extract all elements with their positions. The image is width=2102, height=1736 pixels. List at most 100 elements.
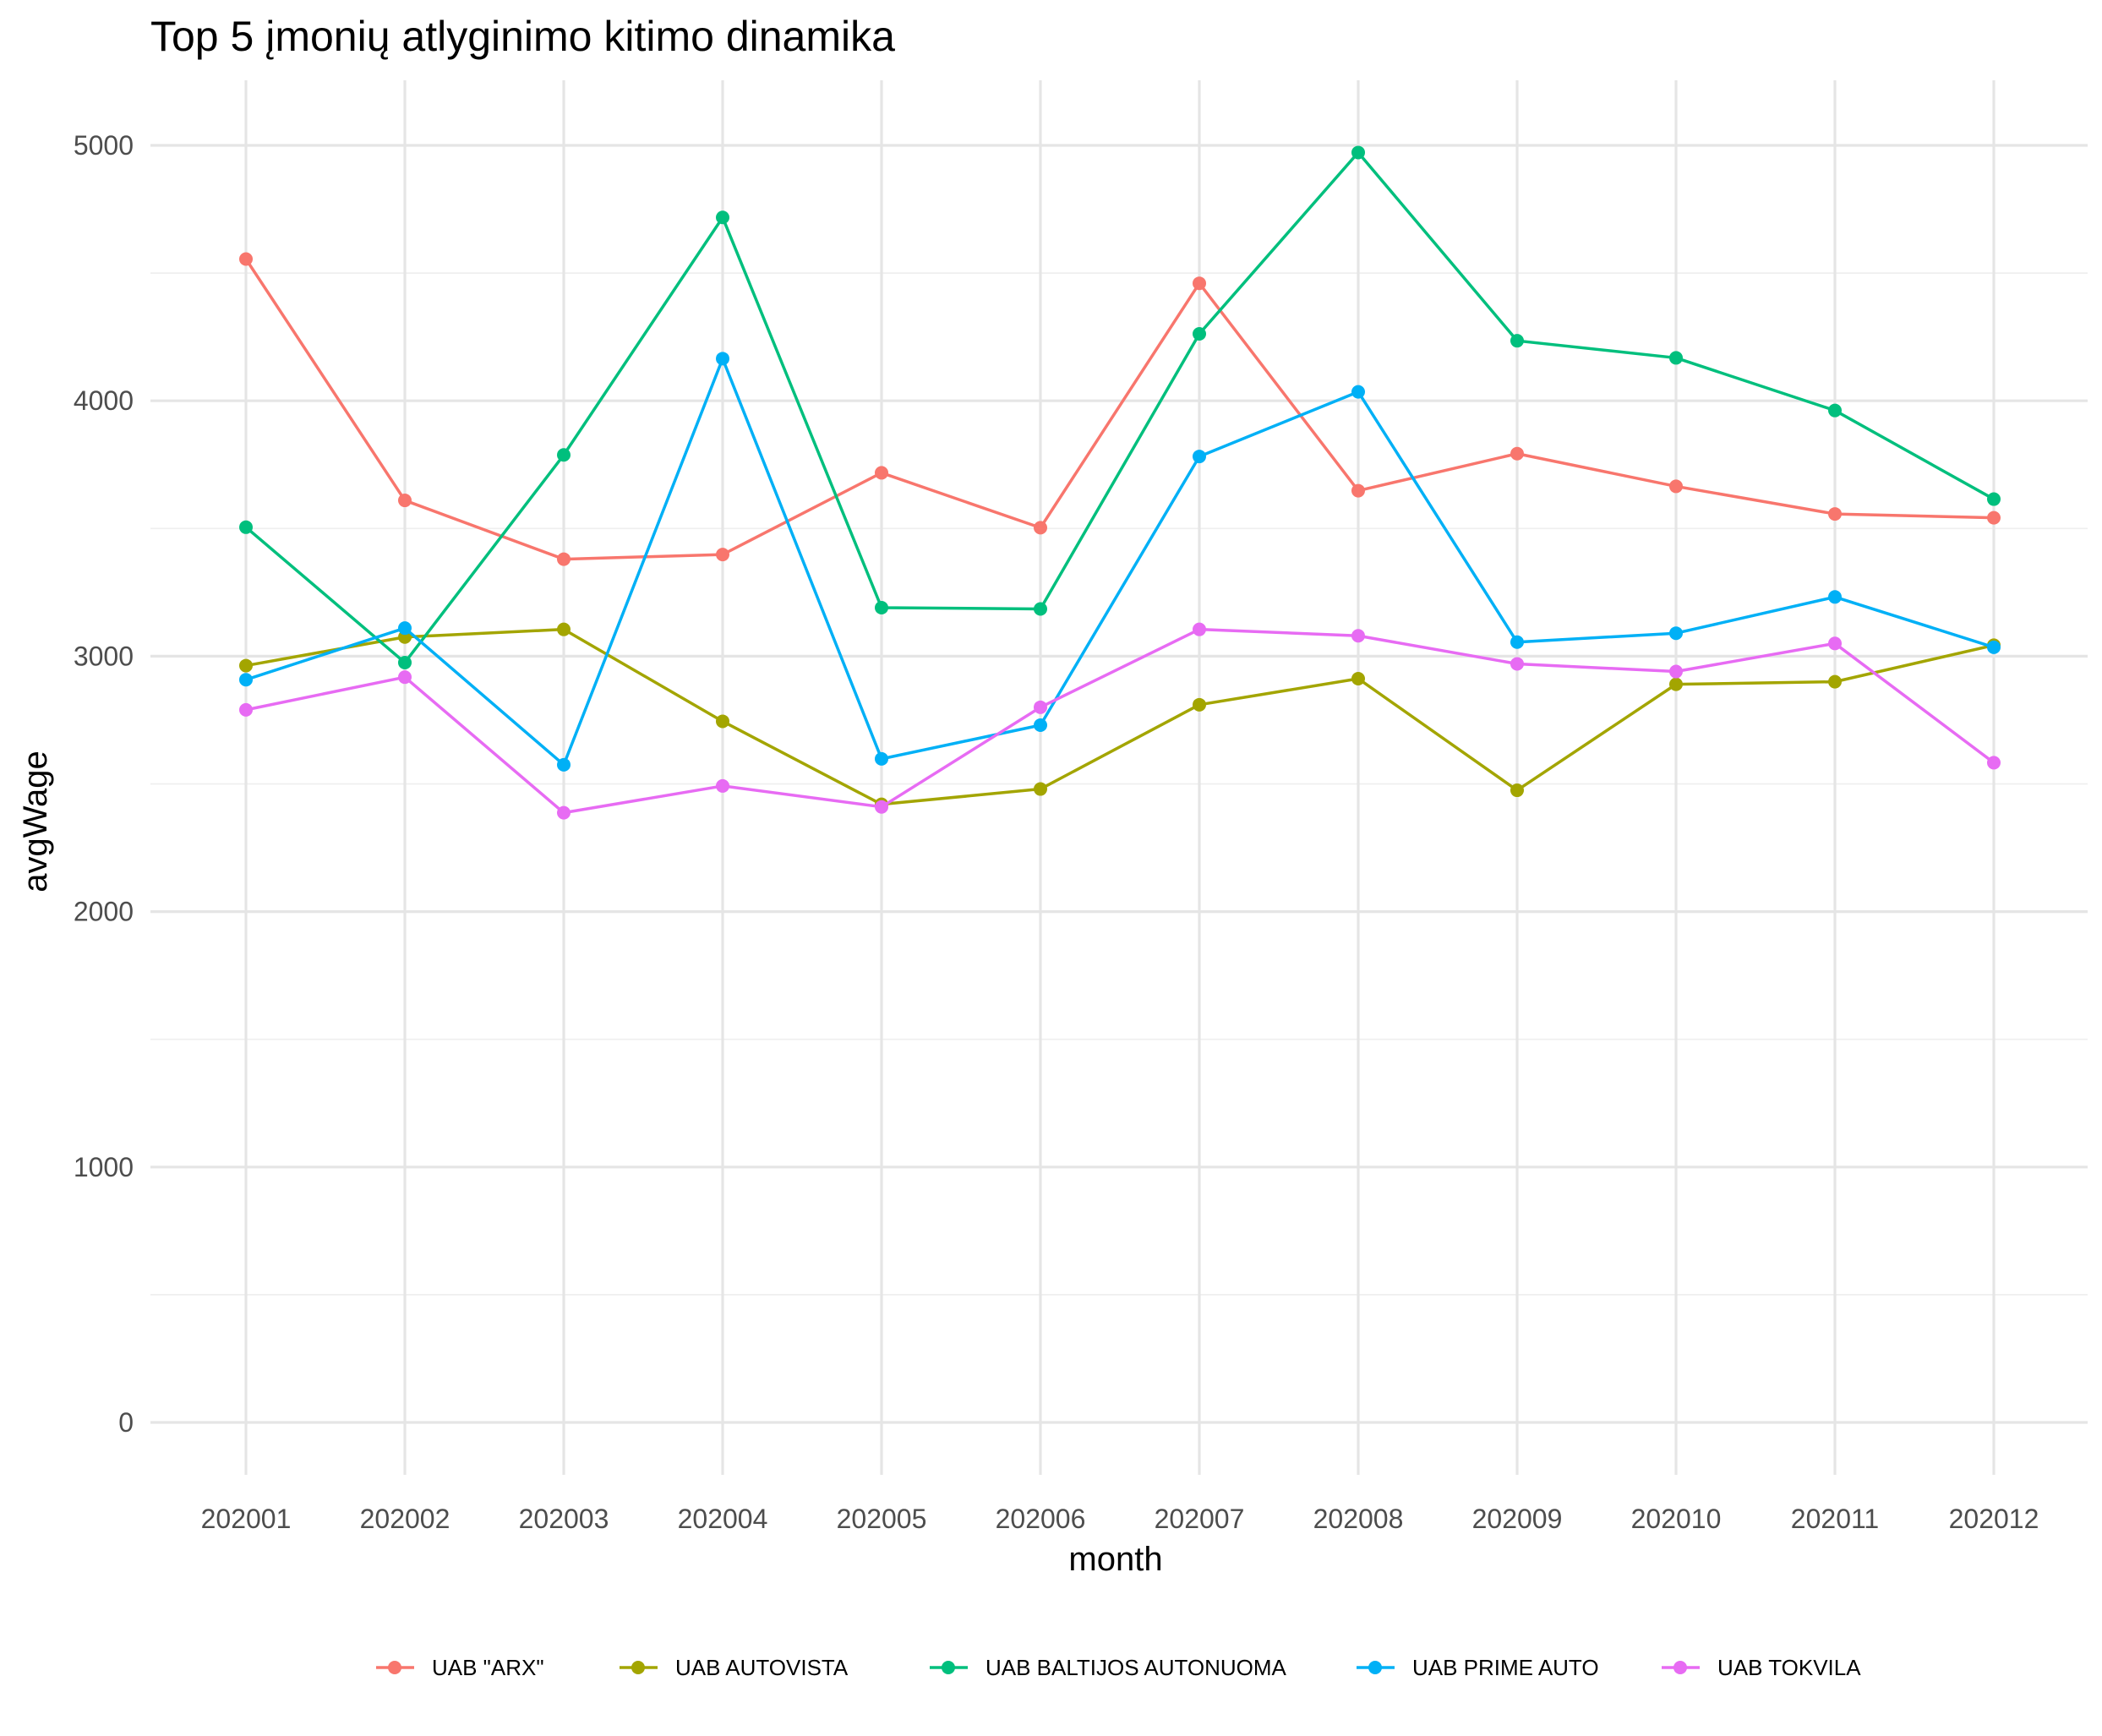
series-line [244,258,1995,561]
legend-label: UAB PRIME AUTO [1412,1655,1599,1680]
data-point [239,520,253,534]
chart-title: Top 5 įmonių atlyginimo kitimo dinamika [150,13,895,60]
data-point [239,252,253,266]
x-tick-label: 202009 [1472,1504,1563,1534]
x-tick-label: 202010 [1631,1504,1722,1534]
x-tick-label: 202007 [1155,1504,1245,1534]
data-point [716,210,729,225]
legend-item: UAB PRIME AUTO [1357,1655,1599,1680]
y-tick-label: 0 [118,1407,134,1438]
legend-key-point [1673,1661,1687,1674]
data-point [239,658,253,673]
y-tick-label: 4000 [74,385,134,416]
data-point [1034,718,1047,732]
data-point [557,805,571,820]
x-tick-label: 202004 [678,1504,768,1534]
series-line [244,150,1995,664]
legend-key-point [942,1661,955,1674]
data-point [398,621,412,636]
legend-label: UAB TOKVILA [1717,1655,1861,1680]
x-axis-title: month [1068,1541,1162,1578]
legend-label: UAB "ARX" [432,1655,544,1680]
x-tick-label: 202012 [1949,1504,2039,1534]
series-lines [239,145,2001,820]
legend-key-point [631,1661,645,1674]
x-tick-label: 202003 [519,1504,609,1534]
y-axis-ticks: 0 1000 2000 3000 4000 5000 [74,130,134,1438]
data-point [1034,521,1047,535]
data-point [875,751,888,766]
data-point [1510,783,1524,798]
data-point [1510,635,1524,649]
data-point [239,702,253,717]
legend-item: UAB AUTOVISTA [620,1655,849,1680]
data-point [875,600,888,614]
series-group [239,145,2001,669]
data-point [716,548,729,562]
data-point [1669,479,1683,494]
legend: UAB "ARX" UAB AUTOVISTA UAB BALTIJOS AUTON… [376,1655,1861,1680]
data-point [716,714,729,729]
data-point [239,673,253,687]
series-group [239,252,2001,566]
data-point [1510,657,1524,671]
data-point [716,352,729,366]
legend-label: UAB AUTOVISTA [675,1655,849,1680]
data-point [1034,782,1047,796]
data-point [557,448,571,462]
y-tick-label: 2000 [74,897,134,927]
x-tick-label: 202005 [837,1504,927,1534]
data-point [1669,664,1683,679]
data-point [1193,450,1206,464]
series-line [245,357,1995,767]
data-point [1351,671,1365,685]
data-point [1510,446,1524,461]
y-tick-label: 3000 [74,641,134,671]
y-tick-label: 5000 [74,130,134,161]
data-point [1193,276,1206,291]
data-point [1828,590,1842,604]
data-point [875,466,888,480]
data-point [1351,145,1365,160]
x-tick-label: 202008 [1313,1504,1404,1534]
data-point [1828,403,1842,418]
data-point [398,670,412,685]
series-line [245,627,1996,815]
x-axis-ticks: 202001 202002 202003 202004 202005 202006 2020… [201,1504,2039,1534]
data-point [398,655,412,669]
data-point [1828,674,1842,689]
data-point [1669,351,1683,365]
data-point [1193,697,1206,712]
legend-item: UAB TOKVILA [1662,1655,1861,1680]
x-tick-label: 202002 [360,1504,450,1534]
data-point [1510,334,1524,348]
data-point [1987,492,2001,506]
data-point [1034,700,1047,714]
data-point [1828,507,1842,521]
gridlines [150,80,2088,1475]
series-line [245,627,1995,806]
legend-key-point [1368,1661,1382,1674]
data-point [1669,626,1683,641]
legend-key-point [388,1661,401,1674]
x-tick-label: 202011 [1791,1504,1879,1534]
data-point [1351,483,1365,498]
x-tick-label: 202001 [201,1504,292,1534]
data-point [1828,636,1842,651]
data-point [557,552,571,566]
data-point [1351,629,1365,643]
legend-label: UAB BALTIJOS AUTONUOMA [985,1655,1287,1680]
data-point [1987,640,2001,654]
series-group [239,622,2001,820]
data-point [1987,510,2001,525]
x-tick-label: 202006 [996,1504,1086,1534]
data-point [557,622,571,636]
data-point [1351,385,1365,399]
data-point [398,494,412,508]
data-point [1193,327,1206,341]
data-point [557,757,571,772]
data-point [1669,677,1683,691]
legend-item: UAB BALTIJOS AUTONUOMA [930,1655,1287,1680]
